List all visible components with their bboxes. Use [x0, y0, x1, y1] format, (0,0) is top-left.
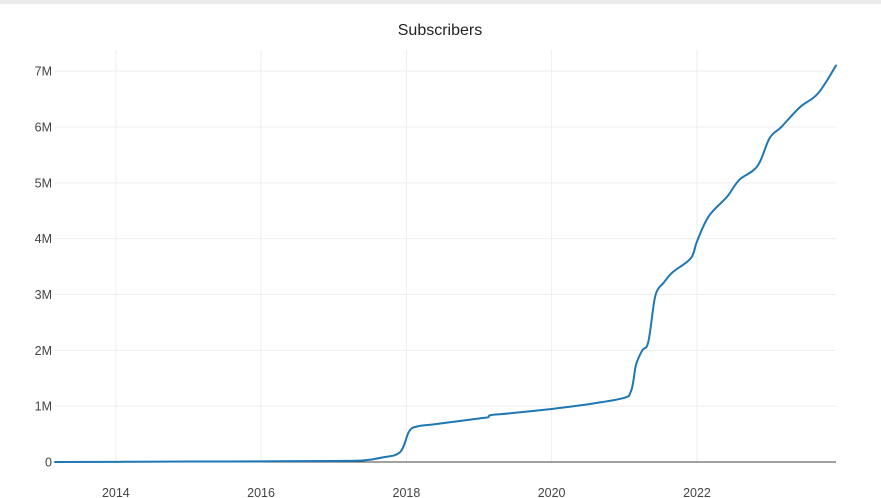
x-tick-label: 2014 [102, 486, 130, 498]
y-tick-label: 6M [35, 121, 52, 135]
y-tick-label: 5M [35, 176, 52, 190]
series-line-subscribers[interactable] [54, 64, 837, 463]
x-tick-label: 2020 [538, 486, 566, 498]
x-tick-label: 2016 [247, 486, 275, 498]
y-tick-label: 4M [35, 232, 52, 246]
y-tick-label: 3M [35, 288, 52, 302]
y-tick-label: 1M [35, 400, 52, 414]
series-layer [54, 64, 837, 463]
y-tick-label: 0 [45, 456, 52, 470]
gridlines [55, 50, 836, 462]
top-border [0, 0, 881, 4]
x-tick-label: 2018 [393, 486, 421, 498]
y-tick-label: 2M [35, 344, 52, 358]
chart-title: Subscribers [398, 22, 482, 39]
x-tick-label: 2022 [683, 486, 711, 498]
axes: 2014 2016 2018 2020 2022 0 1M 2M 3M 4M 5M 6M 7M [35, 65, 836, 498]
y-tick-label: 7M [35, 65, 52, 79]
